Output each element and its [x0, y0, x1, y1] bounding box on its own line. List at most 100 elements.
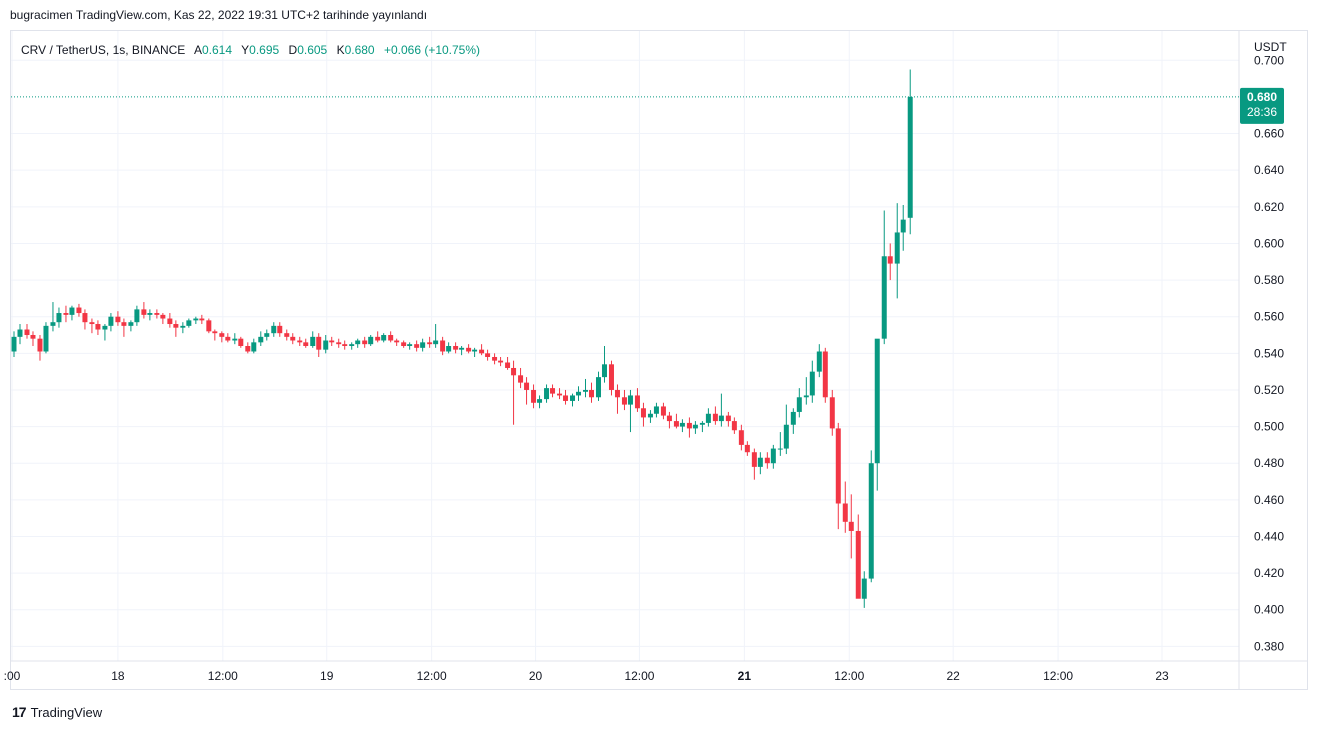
candle-up	[108, 313, 114, 332]
candle-up	[186, 318, 192, 328]
candle-down	[303, 338, 309, 348]
y-tick-label: 0.640	[1254, 163, 1284, 177]
candle-down	[505, 356, 511, 370]
candle-body	[544, 388, 550, 400]
candle-body	[835, 428, 841, 504]
candle-down	[751, 448, 757, 480]
candle-up	[627, 389, 633, 433]
candle-body	[219, 333, 225, 337]
candle-up	[264, 329, 270, 341]
candle-body	[731, 421, 737, 431]
candle-down	[154, 309, 160, 319]
candle-up	[433, 324, 439, 348]
candle-body	[212, 331, 218, 334]
candle-body	[887, 256, 893, 264]
candle-body	[621, 397, 627, 405]
candle-body	[154, 313, 160, 315]
y-tick-label: 0.600	[1254, 236, 1284, 250]
candle-down	[855, 514, 861, 599]
candle-up	[816, 344, 822, 378]
x-tick-label: 23	[1155, 669, 1169, 683]
candle-down	[401, 340, 407, 348]
candle-body	[362, 340, 368, 345]
legend-low-label: D	[288, 43, 298, 57]
candle-up	[894, 203, 900, 299]
candle-body	[349, 344, 355, 346]
candle-body	[881, 256, 887, 339]
candle-body	[167, 318, 173, 325]
candle-down	[485, 349, 491, 361]
candle-up	[757, 452, 763, 475]
candle-body	[894, 232, 900, 264]
candle-body	[180, 325, 186, 328]
y-tick-label: 0.560	[1254, 310, 1284, 324]
x-tick-label: 22	[947, 669, 961, 683]
chart-frame[interactable]	[10, 30, 1308, 690]
tradingview-logo-text: TradingView	[30, 704, 103, 720]
candle-body	[783, 424, 789, 449]
candle-down	[453, 342, 459, 354]
candle-body	[329, 340, 335, 343]
candle-up	[705, 408, 711, 427]
candle-up	[809, 360, 815, 403]
candle-down	[167, 313, 173, 328]
candle-down	[76, 303, 82, 317]
candle-up	[881, 210, 887, 345]
candle-body	[63, 313, 69, 315]
candle-down	[160, 313, 166, 325]
candle-up	[718, 393, 724, 427]
candle-down	[835, 422, 841, 530]
candle-body	[199, 318, 205, 321]
candle-body	[803, 395, 809, 398]
candle-body	[686, 422, 692, 429]
candle-down	[115, 311, 121, 326]
candle-body	[284, 333, 290, 337]
candle-body	[290, 336, 296, 341]
candle-body	[718, 415, 724, 422]
candle-down	[63, 305, 69, 323]
legend-open-label: A	[193, 43, 202, 57]
candle-body	[770, 448, 776, 464]
countdown-label: 28:36	[1247, 105, 1277, 119]
candle-up	[583, 378, 589, 398]
candle-up	[381, 333, 387, 343]
x-tick-label: 12:00	[834, 669, 864, 683]
candle-down	[848, 494, 854, 559]
candle-body	[861, 578, 867, 599]
candle-body	[588, 389, 594, 398]
candle-down	[608, 360, 614, 396]
candle-body	[601, 364, 607, 378]
candle-up	[69, 305, 75, 321]
candle-up	[679, 419, 685, 433]
candle-up	[420, 338, 426, 352]
y-tick-label: 0.380	[1254, 639, 1284, 653]
candle-body	[679, 422, 685, 427]
candle-body	[531, 389, 537, 403]
x-tick-label: :00	[4, 669, 21, 683]
candle-body	[855, 530, 861, 599]
candle-body	[121, 322, 127, 326]
y-axis: 0.380 0.400 0.420 0.440 0.460 0.480 0.500 0.520…	[1254, 40, 1287, 653]
candle-body	[738, 430, 744, 445]
candle-up	[601, 346, 607, 383]
candle-body	[485, 353, 491, 357]
candle-up	[472, 347, 478, 357]
candle-up	[699, 421, 705, 433]
candle-up	[692, 421, 698, 434]
candle-body	[757, 457, 763, 467]
candle-down	[744, 441, 750, 456]
candle-up	[323, 335, 329, 354]
candle-body	[848, 521, 854, 531]
candle-body	[297, 340, 303, 343]
candle-body	[692, 424, 698, 429]
candle-up	[349, 342, 355, 350]
candle-down	[284, 329, 290, 341]
candle-body	[751, 452, 757, 467]
candle-down	[614, 384, 620, 414]
tradingview-logo[interactable]: 17 TradingView	[12, 704, 102, 720]
candle-up	[900, 204, 906, 251]
y-tick-label: 0.480	[1254, 456, 1284, 470]
candle-body	[401, 342, 407, 346]
